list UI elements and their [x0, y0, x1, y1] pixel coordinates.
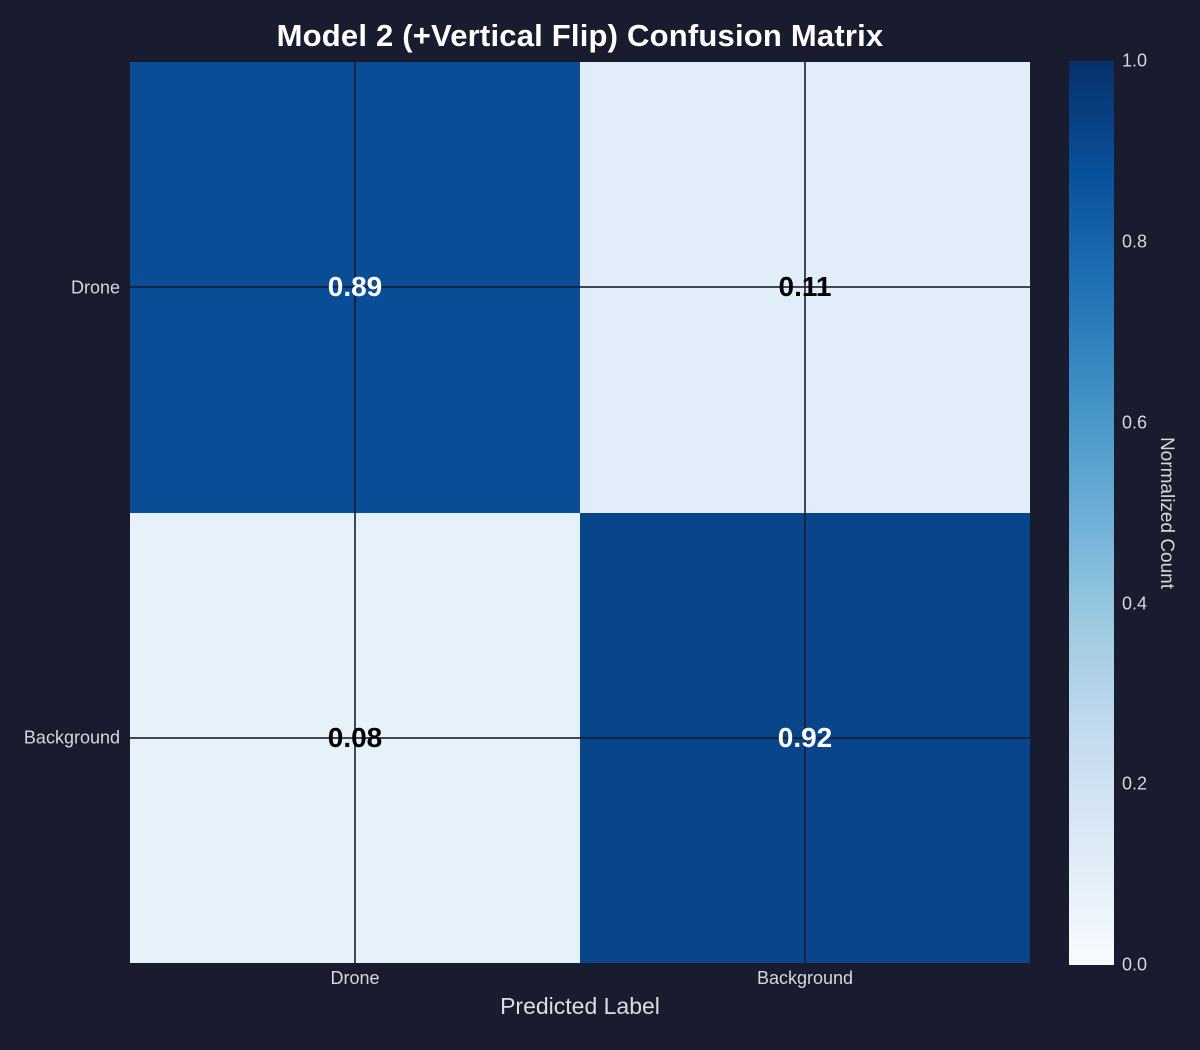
cell-value: 0.89	[327, 271, 383, 303]
colorbar-tick: 1.0	[1122, 50, 1148, 71]
grid-line-vertical-1	[354, 62, 356, 963]
colorbar-tick: 0.8	[1122, 231, 1148, 252]
cell-value: 0.92	[777, 721, 833, 753]
grid-line-vertical-2	[804, 62, 806, 963]
x-tick-label-background: Background	[756, 968, 854, 988]
colorbar-tick: 0.2	[1122, 773, 1148, 794]
colorbar-tick: 0.6	[1122, 412, 1148, 433]
grid-line-horizontal-2	[130, 736, 1030, 739]
x-tick-label-drone: Drone	[330, 968, 380, 988]
grid-line-horizontal-1	[130, 286, 1030, 289]
y-tick-label-drone: Drone	[70, 277, 120, 298]
colorbar-axis-title: Normalized Count	[1156, 436, 1177, 590]
chart-title: Model 2 (+Vertical Flip) Confusion Matri…	[276, 18, 884, 53]
heatmap-plot: 0.89 0.11 0.08 0.92	[130, 62, 1030, 963]
colorbar-gradient	[1069, 61, 1114, 965]
cell-value: 0.08	[327, 721, 383, 753]
colorbar-tick: 0.4	[1122, 593, 1148, 614]
colorbar-tick: 0.0	[1122, 954, 1148, 975]
cell-value: 0.11	[778, 271, 832, 303]
y-tick-label-background: Background	[23, 727, 120, 748]
x-axis-title: Predicted Label	[500, 993, 660, 1019]
